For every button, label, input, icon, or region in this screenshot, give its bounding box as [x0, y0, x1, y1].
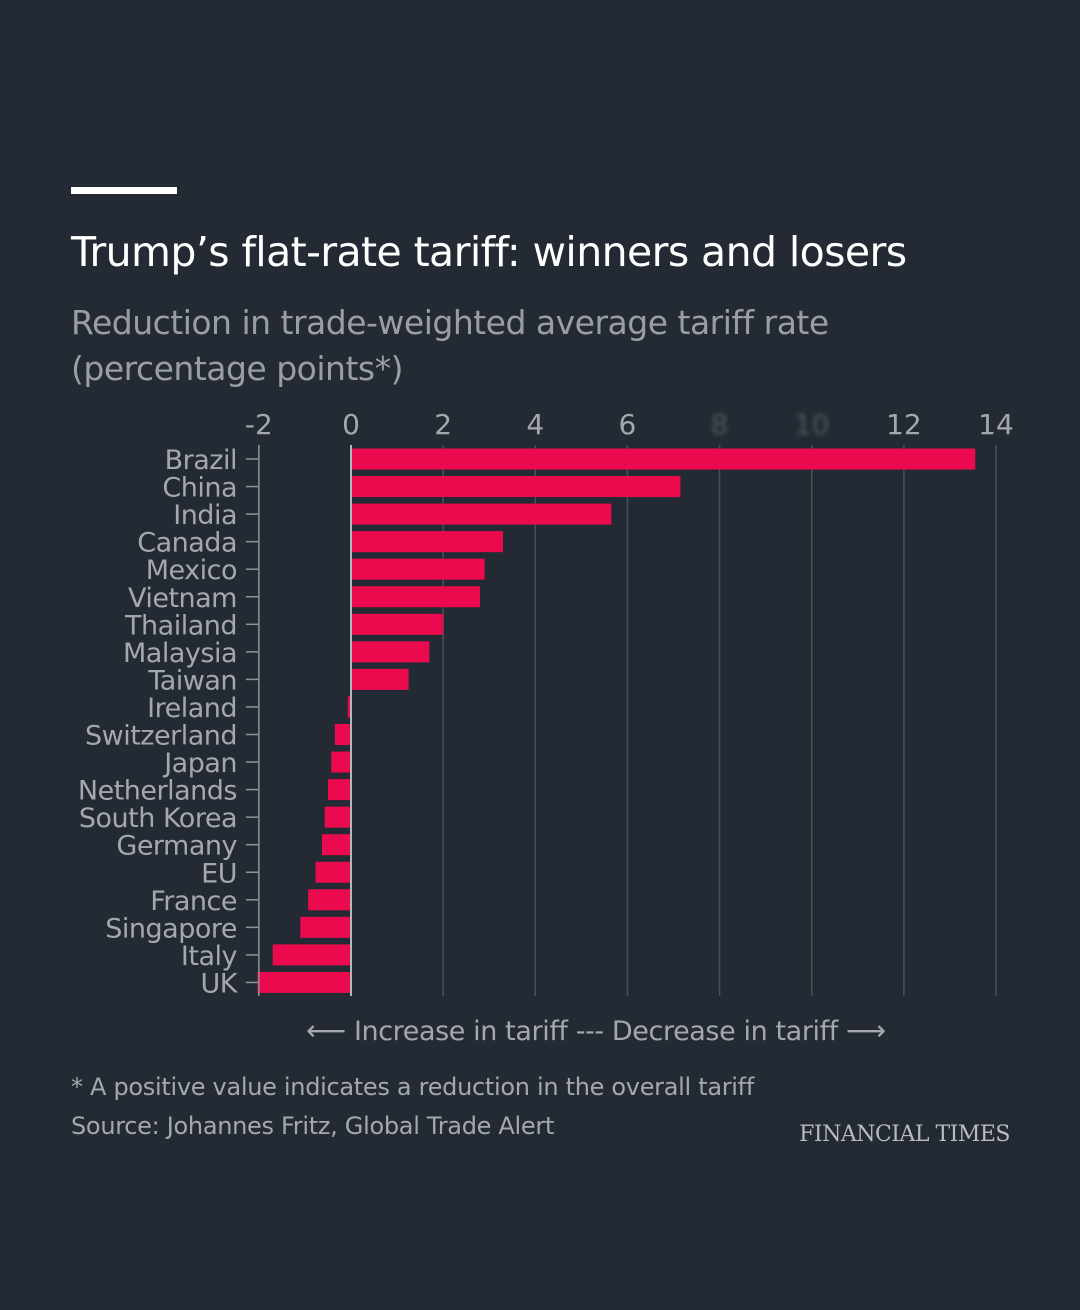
x-tick-label-0: 0 [342, 408, 360, 441]
bar-china [351, 476, 681, 498]
bar-thailand [351, 613, 444, 635]
y-axis [245, 445, 260, 996]
gridlines [442, 445, 997, 996]
x-tick-label-10: 10 [794, 408, 830, 441]
y-label-thailand: Thailand [124, 610, 237, 641]
bar-brazil [351, 448, 976, 470]
bar-netherlands [327, 779, 351, 801]
bar-mexico [351, 558, 485, 580]
bar-india [351, 503, 612, 525]
direction-text: Increase in tariff --- Decrease in tarif… [353, 1016, 838, 1047]
source-note: Source: Johannes Fritz, Global Trade Ale… [71, 1112, 555, 1140]
y-label-india: India [173, 500, 237, 531]
y-label-ireland: Ireland [147, 693, 237, 724]
bar-uk [257, 971, 351, 993]
bar-eu [315, 861, 351, 883]
bar-canada [351, 531, 504, 553]
x-tick-label-8: 8 [711, 408, 729, 441]
y-label-netherlands: Netherlands [78, 776, 237, 807]
bar-chart: -2 0 2 4 6 8 10 12 14 BrazilChinaIndiaCanadaMexi… [78, 408, 1014, 999]
y-label-vietnam: Vietnam [128, 583, 237, 614]
y-axis-labels: BrazilChinaIndiaCanadaMexicoVietnamThail… [78, 445, 239, 999]
y-label-canada: Canada [137, 528, 237, 559]
y-label-eu: EU [201, 858, 237, 889]
chart-title: Trump’s flat-rate tariff: winners and lo… [71, 228, 907, 276]
bar-singapore [300, 916, 351, 938]
accent-rule [71, 187, 177, 194]
x-axis-tick-labels: -2 0 2 4 6 8 10 12 14 [245, 408, 1014, 441]
y-label-japan: Japan [162, 748, 237, 779]
bar-taiwan [351, 668, 409, 690]
y-label-singapore: Singapore [105, 913, 237, 944]
bar-ireland [347, 696, 351, 718]
y-label-italy: Italy [181, 941, 238, 972]
y-label-brazil: Brazil [165, 445, 237, 476]
bar-france [308, 889, 351, 911]
x-tick-label-2: 2 [434, 408, 452, 441]
y-label-switzerland: Switzerland [85, 721, 237, 752]
y-label-south-korea: South Korea [79, 803, 237, 834]
bars [257, 448, 976, 993]
x-tick-label--2: -2 [245, 408, 273, 441]
y-label-france: France [150, 886, 237, 917]
y-label-uk: UK [201, 968, 239, 999]
right-arrow-icon: ⟶ [846, 1014, 886, 1047]
bar-germany [321, 834, 351, 856]
y-label-china: China [162, 473, 237, 504]
y-label-malaysia: Malaysia [123, 638, 237, 669]
x-tick-label-6: 6 [619, 408, 637, 441]
y-label-germany: Germany [116, 831, 237, 862]
left-arrow-icon: ⟵ [306, 1014, 346, 1047]
bar-japan [331, 751, 351, 773]
bar-malaysia [351, 641, 430, 663]
footnote: * A positive value indicates a reduction… [71, 1073, 754, 1101]
chart-subtitle: Reduction in trade-weighted average tari… [71, 303, 829, 388]
bar-switzerland [334, 724, 351, 745]
x-tick-label-12: 12 [886, 408, 922, 441]
x-tick-label-14: 14 [978, 408, 1014, 441]
ft-logo: FINANCIAL TIMES [799, 1122, 1010, 1147]
x-tick-label-4: 4 [526, 408, 544, 441]
direction-annotation: ⟵ Increase in tariff --- Decrease in tar… [306, 1014, 886, 1047]
bar-italy [272, 944, 351, 966]
y-label-taiwan: Taiwan [147, 665, 237, 696]
y-label-mexico: Mexico [146, 555, 237, 586]
bar-vietnam [351, 586, 480, 608]
bar-south-korea [324, 806, 351, 828]
